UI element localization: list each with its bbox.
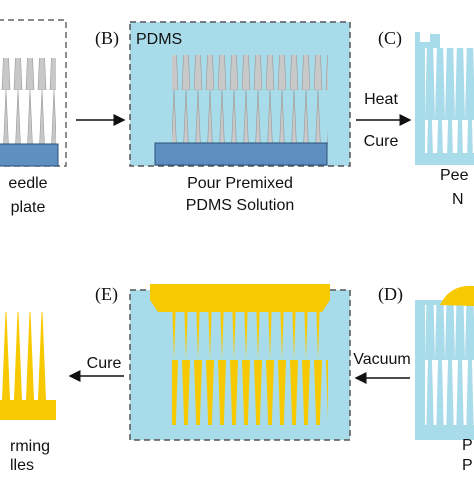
caption: lles: [10, 457, 34, 474]
panel-c: (C) Pee N: [378, 28, 474, 208]
panel-f: rming lles: [0, 312, 56, 474]
caption: Pee: [440, 167, 469, 184]
arrow-label: Cure: [364, 133, 399, 150]
caption: P: [462, 457, 473, 474]
panel-label: (D): [378, 284, 403, 305]
caption: eedle: [8, 175, 47, 192]
panel-label: (C): [378, 28, 402, 49]
arrow-label: Cure: [87, 355, 122, 372]
material-label: PDMS: [136, 31, 182, 48]
panel-label: (E): [95, 284, 118, 305]
panel-e: (E): [95, 284, 351, 441]
panel-a: eedle plate: [0, 19, 67, 216]
caption: plate: [11, 199, 46, 216]
arrow-label: Vacuum: [353, 351, 411, 368]
panel-b: (B) PDMS Pour Premixed PDMS Solution: [95, 21, 351, 214]
caption: N: [452, 191, 464, 208]
arrow-label: Heat: [364, 91, 398, 108]
caption: Pour Premixed: [187, 175, 293, 192]
panel-label: (B): [95, 28, 119, 49]
caption: P: [462, 437, 473, 454]
panel-d: (D) P P: [378, 284, 474, 474]
caption: rming: [10, 438, 50, 455]
caption: PDMS Solution: [186, 197, 295, 214]
